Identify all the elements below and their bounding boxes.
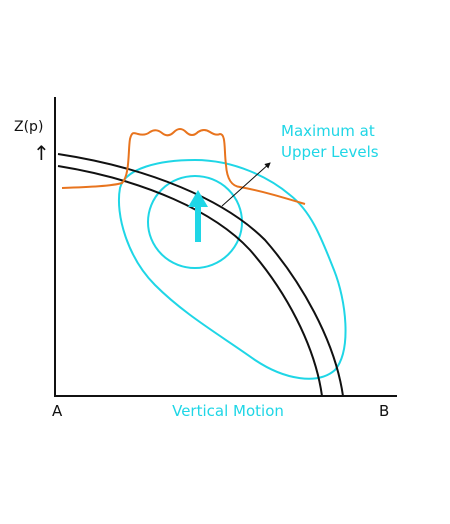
- upper-arc: [57, 153, 344, 397]
- x-axis-title: Vertical Motion: [172, 402, 284, 420]
- annotation-line-2: Upper Levels: [281, 143, 379, 161]
- annotation-line-1: Maximum at: [281, 122, 375, 140]
- y-axis-up-arrow: ↑: [33, 141, 50, 165]
- lower-arc: [57, 165, 323, 397]
- annotation-pointer: [221, 162, 271, 207]
- outer-vertical-motion-contour: [118, 158, 347, 380]
- x-axis-label-b: B: [379, 402, 389, 420]
- y-axis-label: Z(p): [14, 119, 43, 135]
- vertical-motion-profile: [61, 128, 306, 205]
- x-axis-label-a: A: [52, 402, 63, 420]
- updraft-arrow: [188, 190, 208, 242]
- inner-vertical-motion-contour: [147, 175, 243, 269]
